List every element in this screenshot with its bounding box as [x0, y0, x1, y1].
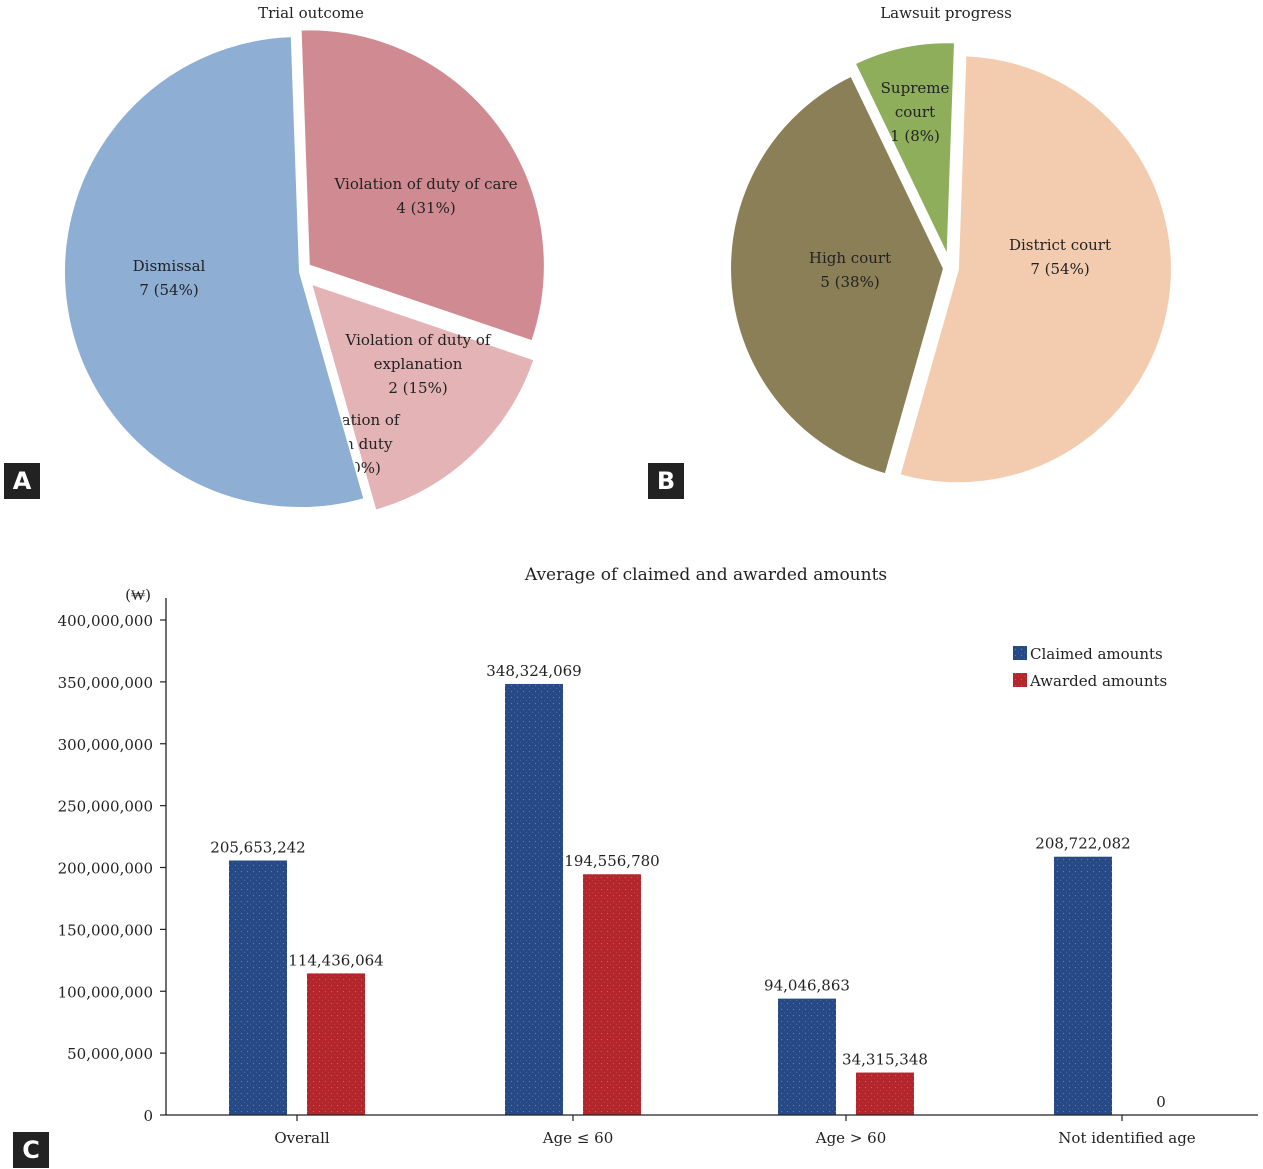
bar-value-label: 34,315,348: [842, 1051, 928, 1069]
bar-claimed: [778, 998, 836, 1115]
bar-value-label: 114,436,064: [288, 951, 383, 969]
y-tick-label: 400,000,000: [58, 612, 153, 630]
pie-b-title: Lawsuit progress: [880, 4, 1012, 22]
pie-slice-supreme: [853, 41, 957, 257]
y-tick-label: 250,000,000: [58, 798, 153, 816]
legend-awarded-swatch: [1013, 673, 1027, 687]
bar-claimed: [229, 860, 287, 1115]
bar-awarded: [856, 1072, 914, 1115]
bar-value-label: 348,324,069: [486, 662, 581, 680]
y-tick-label: 150,000,000: [58, 921, 153, 939]
pie-label-line: 7 (54%): [1030, 260, 1089, 278]
pie-label-line: High court: [809, 249, 891, 267]
x-tick-label: Not identified age: [1058, 1129, 1196, 1147]
panel-label-b: B: [648, 463, 684, 499]
panel-label-a: A: [4, 463, 40, 499]
pie-label-high: High court 5 (38%): [809, 249, 891, 291]
legend-claimed-label: Claimed amounts: [1030, 645, 1163, 663]
pie-slice-district: [898, 54, 1173, 485]
y-tick-label: 350,000,000: [58, 674, 153, 692]
bar-value-label: 205,653,242: [210, 839, 305, 857]
pie-label-district: District court 7 (54%): [1009, 236, 1111, 278]
pie-label-line: court: [895, 103, 935, 121]
pie-label-line: 2 (15%): [388, 379, 447, 397]
pie-label-line: 1 (8%): [890, 127, 940, 145]
pie-slice-dismissal: [63, 35, 366, 509]
y-tick-label: 50,000,000: [67, 1045, 153, 1063]
y-tick-label: 200,000,000: [58, 860, 153, 878]
bar-value-label: 208,722,082: [1035, 835, 1130, 853]
pie-slice-explanation: [309, 282, 536, 512]
y-tick-label: 100,000,000: [58, 983, 153, 1001]
bar-awarded: [583, 874, 641, 1115]
pie-label-explanation: Violation of duty of explanation 2 (15%): [345, 331, 492, 397]
y-tick-label: 300,000,000: [58, 736, 153, 754]
pie-label-care: Violation of duty of care 4 (31%): [333, 175, 517, 217]
pie-label-line: explanation: [374, 355, 463, 373]
pie-slice-high: [729, 74, 946, 476]
pie-slice-care: [299, 28, 546, 343]
x-tick-label: Age > 60: [815, 1129, 887, 1147]
bar-awarded: [307, 973, 365, 1115]
pie-label-line: Supreme: [881, 79, 950, 97]
pie-label-line: 5 (38%): [820, 273, 879, 291]
x-tick-label: Age ≤ 60: [542, 1129, 614, 1147]
pie-label-dismissal: Dismissal 7 (54%): [133, 257, 206, 299]
y-axis-unit-label: (₩): [125, 586, 151, 604]
y-tick-label: 0: [143, 1107, 153, 1125]
pie-a-title: Trial outcome: [258, 4, 364, 22]
bar-chart-plot: 0 50,000,000 100,000,000 150,000,000 200,000…: [58, 612, 1196, 1147]
legend-awarded-label: Awarded amounts: [1029, 672, 1167, 690]
bar-value-label: 194,556,780: [564, 852, 659, 870]
pie-label-line: Dismissal: [133, 257, 206, 275]
pie-label-line: Violation of duty of care: [333, 175, 517, 193]
pie-b: District court 7 (54%) High court 5 (38%) Su…: [729, 41, 1173, 485]
pie-label-line: 7 (54%): [139, 281, 198, 299]
pie-a: Violation of duty of care 4 (31%)Violatio…: [63, 28, 546, 512]
bar-claimed: [1054, 856, 1112, 1115]
pie-label-line: 4 (31%): [396, 199, 455, 217]
bar-claimed: [505, 683, 563, 1115]
bar-value-label: 94,046,863: [764, 977, 850, 995]
pie-label-supreme: Supreme court 1 (8%): [881, 79, 950, 145]
bar-chart-title: Average of claimed and awarded amounts: [524, 565, 887, 585]
panel-label-c: C: [13, 1132, 49, 1168]
pie-label-line: District court: [1009, 236, 1111, 254]
x-tick-label: Overall: [274, 1129, 330, 1147]
pie-label-line: Violation of duty of: [345, 331, 492, 349]
bar-value-label: 0: [1156, 1093, 1166, 1111]
legend-claimed-swatch: [1013, 646, 1027, 660]
